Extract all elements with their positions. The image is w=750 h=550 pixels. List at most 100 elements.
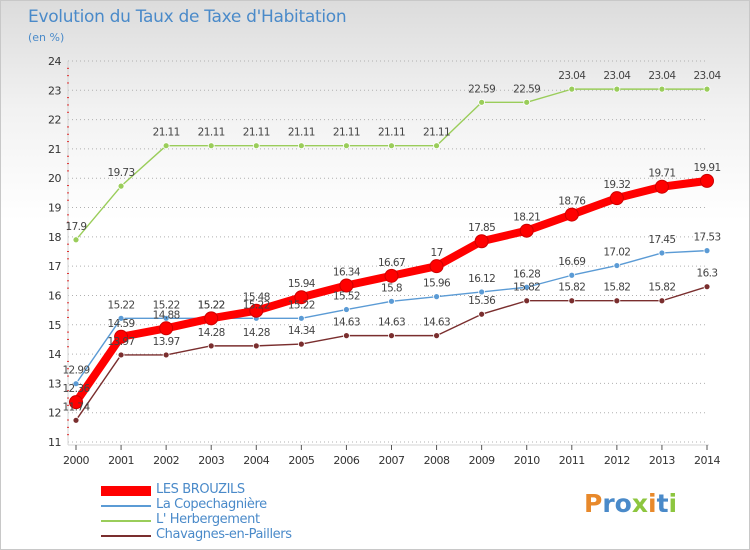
data-point [297, 340, 305, 348]
data-label: 19.91 [693, 162, 720, 174]
x-tick-label: 2000 [63, 454, 89, 467]
proxiti-logo: Proxiti [584, 489, 677, 518]
data-point [658, 297, 666, 305]
data-label: 15.94 [288, 278, 316, 290]
data-label: 15.96 [423, 278, 451, 290]
data-point [252, 342, 260, 350]
legend-label-la-copechagniere: La Copechagnière [156, 497, 267, 512]
data-point [613, 297, 621, 305]
data-label: 16.3 [697, 268, 718, 280]
data-label: 15.48 [243, 292, 270, 304]
data-point [478, 310, 486, 318]
x-tick-label: 2002 [153, 454, 179, 467]
data-point [343, 332, 350, 340]
data-point [388, 332, 395, 340]
x-tick-label: 2013 [649, 454, 675, 467]
data-label: 12.36 [62, 383, 90, 395]
data-point [519, 223, 534, 238]
data-point [252, 142, 260, 150]
data-label: 14.59 [108, 318, 135, 330]
data-point [114, 329, 129, 344]
x-tick-label: 2003 [198, 454, 224, 467]
data-point [249, 303, 264, 318]
data-label: 15.22 [288, 299, 315, 311]
data-label: 23.04 [558, 70, 586, 82]
data-point [433, 332, 440, 340]
data-point [609, 191, 624, 206]
y-tick-label: 23 [48, 84, 61, 97]
data-point [433, 293, 440, 301]
data-label: 21.11 [423, 127, 450, 139]
logo-letter: o [614, 489, 632, 518]
data-label: 14.88 [153, 309, 180, 321]
y-tick-label: 20 [48, 172, 61, 185]
data-label: 15.36 [468, 295, 496, 307]
data-label: 17.85 [468, 222, 495, 234]
data-point [69, 395, 83, 410]
x-tick-label: 2004 [243, 454, 269, 467]
chart-title: Evolution du Taux de Taxe d'Habitation [28, 7, 347, 27]
x-tick-label: 2005 [288, 454, 314, 467]
data-point [658, 85, 666, 93]
data-label: 21.11 [288, 127, 315, 139]
data-label: 14.63 [423, 317, 450, 329]
data-point [564, 207, 579, 222]
data-label: 14.63 [378, 317, 405, 329]
data-label: 13.97 [108, 336, 135, 348]
y-tick-label: 13 [48, 377, 61, 390]
data-label: 23.04 [693, 70, 721, 82]
data-label: 19.73 [108, 167, 135, 179]
data-point [700, 173, 714, 188]
data-point [384, 268, 399, 283]
y-tick-label: 18 [48, 231, 61, 244]
data-label: 16.34 [333, 266, 361, 278]
data-label: 18.21 [513, 212, 540, 224]
y-tick-label: 19 [48, 202, 61, 215]
x-tick-label: 2011 [559, 454, 585, 467]
data-label: 17.02 [603, 247, 630, 259]
data-label: 15.8 [381, 282, 402, 294]
data-point [658, 249, 666, 257]
data-label: 17.9 [66, 221, 87, 233]
data-point [343, 306, 350, 313]
data-point [72, 416, 80, 424]
data-point [703, 283, 711, 291]
data-label: 16.69 [558, 256, 585, 268]
data-label: 19.71 [648, 168, 675, 180]
legend-label-les-brouzils: LES BROUZILS [156, 482, 245, 497]
data-point [343, 142, 350, 150]
data-label: 15.22 [153, 299, 180, 311]
y-tick-label: 11 [48, 436, 61, 449]
data-label: 15.22 [198, 299, 225, 311]
data-label: 15.82 [513, 282, 540, 294]
data-label: 14.28 [243, 327, 270, 339]
data-label: 15.22 [198, 299, 225, 311]
data-label: 21.11 [333, 127, 360, 139]
data-point [613, 262, 621, 269]
data-point [162, 351, 170, 359]
data-label: 17 [430, 247, 442, 259]
data-point [162, 142, 170, 150]
data-point [294, 290, 309, 305]
x-tick-label: 2014 [694, 454, 720, 467]
data-point [703, 85, 711, 93]
data-label: 23.04 [648, 70, 676, 82]
data-point [568, 297, 576, 305]
data-point [523, 283, 531, 291]
data-label: 14.34 [288, 325, 316, 337]
data-label: 14.28 [198, 327, 225, 339]
data-label: 19.32 [603, 179, 630, 191]
data-label: 22.59 [513, 83, 540, 95]
data-label: 16.67 [378, 257, 405, 269]
data-label: 12.99 [62, 365, 89, 377]
data-point [429, 259, 444, 274]
x-tick-label: 2001 [108, 454, 134, 467]
data-point [568, 85, 576, 93]
data-point [117, 182, 125, 190]
logo-letter: t [656, 489, 669, 518]
data-label: 15.82 [603, 282, 630, 294]
logo-letter: i [648, 489, 657, 518]
legend-swatch-la-copechagniere [101, 505, 151, 507]
y-tick-label: 12 [48, 407, 61, 420]
